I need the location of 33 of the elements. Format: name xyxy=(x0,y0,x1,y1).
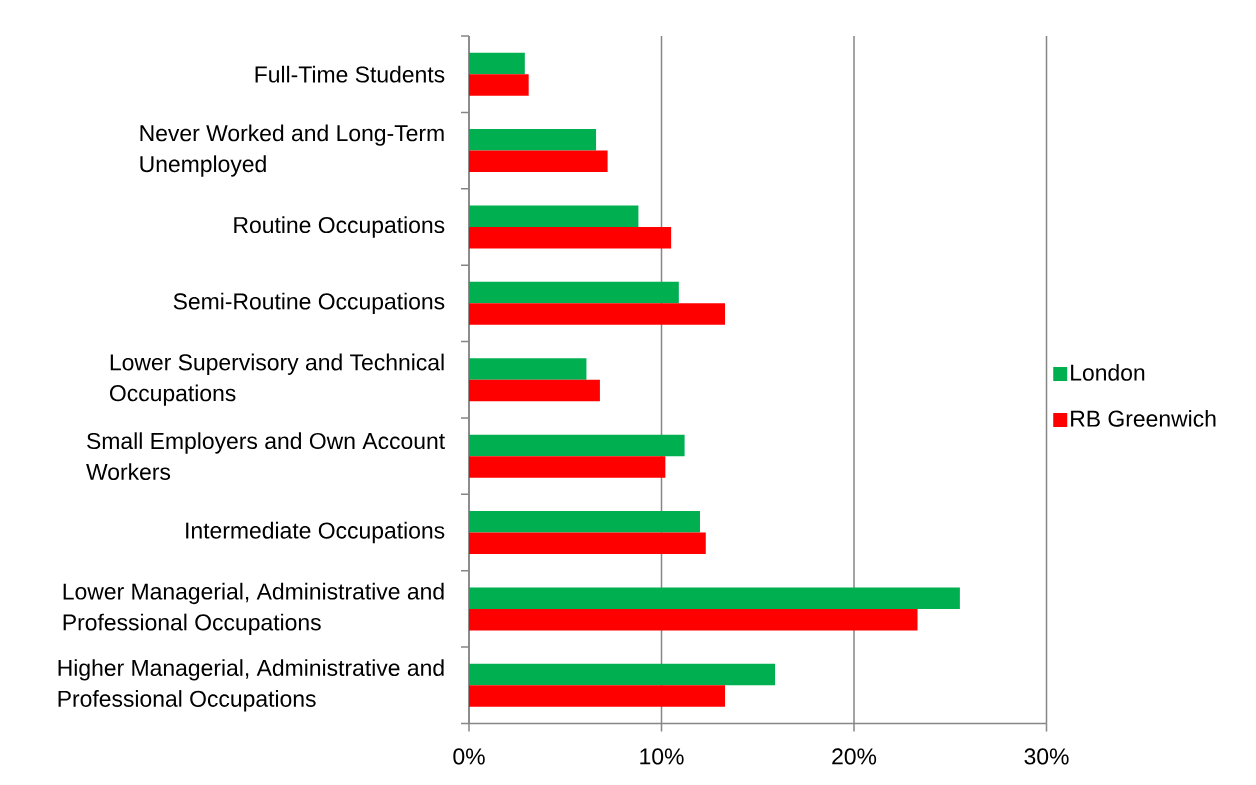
y-tick-label: Intermediate Occupations xyxy=(186,521,445,544)
y-tick-label: Small Employers and Own Account Workers xyxy=(86,432,445,480)
bar xyxy=(469,303,726,325)
bar xyxy=(469,226,672,249)
bar xyxy=(469,281,679,304)
bar xyxy=(469,379,600,402)
y-tick-label: Higher Managerial, Administrative and Professional Occupations xyxy=(58,659,444,712)
bar xyxy=(469,74,529,96)
bar xyxy=(469,685,726,707)
x-tick-label: 20% xyxy=(832,748,877,765)
bar xyxy=(469,205,639,227)
x-tick-label: 0% xyxy=(453,748,485,765)
y-tick-label: Lower Supervisory and Technical Occupations xyxy=(110,353,444,406)
bar xyxy=(469,358,587,380)
bar xyxy=(469,663,776,686)
bar xyxy=(469,129,597,151)
bar xyxy=(469,608,918,631)
bar xyxy=(469,434,685,457)
y-tick-label: Never Worked and Long-Term Unemployed xyxy=(140,124,444,177)
bar xyxy=(469,150,608,173)
bar xyxy=(469,587,960,609)
bar xyxy=(469,511,701,533)
bar xyxy=(469,532,706,555)
y-tick-label: Lower Managerial, Administrative and Professional Occupations xyxy=(63,582,444,636)
y-tick-label: Semi-Routine Occupations xyxy=(173,292,445,315)
bar xyxy=(469,456,666,478)
x-tick-label: 30% xyxy=(1024,748,1069,765)
x-tick-label: 10% xyxy=(640,748,684,765)
y-tick-label: Routine Occupations xyxy=(234,216,445,238)
legend-label: London xyxy=(1071,363,1145,381)
y-tick-label: Full-Time Students xyxy=(255,65,445,83)
legend-label: RB Greenwich xyxy=(1071,409,1216,427)
bar xyxy=(469,52,525,75)
